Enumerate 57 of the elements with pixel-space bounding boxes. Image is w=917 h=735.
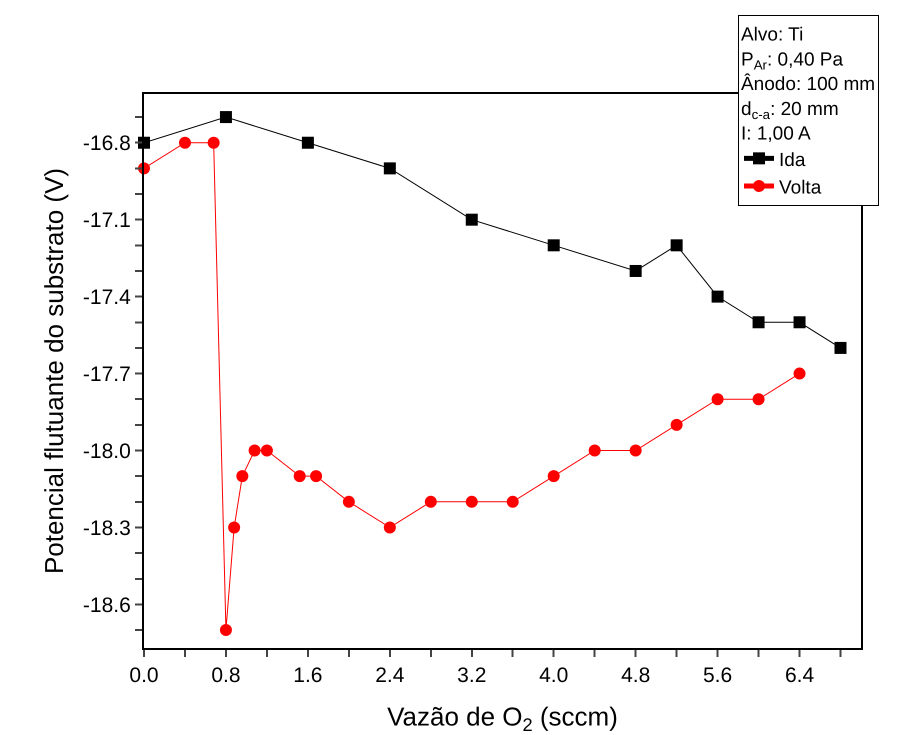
text: Alvo: Ti — [741, 24, 804, 46]
point — [294, 470, 306, 482]
x-tick-label: 6.4 — [784, 664, 814, 688]
x-tick-label: 2.4 — [375, 664, 405, 688]
point — [548, 470, 560, 482]
y-tick-label: -17.4 — [82, 286, 132, 309]
annotation: d$_{c-a}$: 20 mm — [741, 98, 839, 122]
point — [794, 316, 806, 328]
point — [588, 444, 601, 457]
y-tick-label: -16.8 — [82, 132, 131, 156]
text: P$_{Ar}$: 0,40 Pa — [741, 49, 844, 72]
point — [384, 521, 396, 534]
point — [630, 264, 642, 277]
point — [670, 418, 683, 431]
x-tick-label: 1.6 — [293, 664, 322, 688]
point — [260, 444, 273, 457]
point — [208, 136, 220, 149]
point — [466, 496, 478, 508]
legend-label: Ida — [779, 150, 806, 171]
x-tick-label: 0.0 — [129, 664, 159, 688]
y-tick-label: -17.1 — [82, 209, 131, 232]
point — [220, 111, 232, 124]
x-tick-label: 4.8 — [621, 664, 650, 688]
point — [178, 136, 191, 149]
point — [384, 162, 396, 174]
x-tick-label: 5.6 — [703, 664, 732, 688]
point — [248, 444, 261, 457]
point — [506, 496, 519, 508]
x-axis-title: Vazão de O$_{2}$ (sccm) — [387, 702, 618, 735]
point — [752, 316, 765, 328]
point — [424, 496, 437, 508]
point — [342, 496, 355, 508]
y-tick-label: -17.7 — [82, 362, 131, 386]
point — [834, 342, 847, 354]
point — [302, 136, 314, 149]
point — [752, 393, 765, 406]
point — [548, 239, 560, 252]
y-tick-label: -18.0 — [82, 440, 131, 463]
point — [466, 214, 478, 226]
point — [220, 624, 232, 636]
point — [236, 470, 248, 482]
annotation: Ânodo: 100 mm — [741, 73, 876, 96]
point — [670, 239, 683, 252]
point — [630, 444, 642, 457]
y-axis-title: Potencial flutuante do substrato (V) — [38, 168, 69, 574]
x-tick-label: 4.0 — [539, 664, 568, 688]
x-tick-label: 3.2 — [457, 664, 486, 688]
point — [794, 368, 806, 380]
x-tick-label: 0.8 — [211, 664, 241, 688]
legend-label: Volta — [779, 177, 822, 198]
y-tick-label: -18.6 — [82, 594, 131, 617]
annotation: I: 1,00 A — [741, 124, 812, 144]
y-tick-label: -18.3 — [82, 516, 131, 540]
point — [228, 521, 240, 534]
point — [712, 290, 724, 303]
point — [712, 393, 724, 406]
point — [310, 470, 322, 482]
